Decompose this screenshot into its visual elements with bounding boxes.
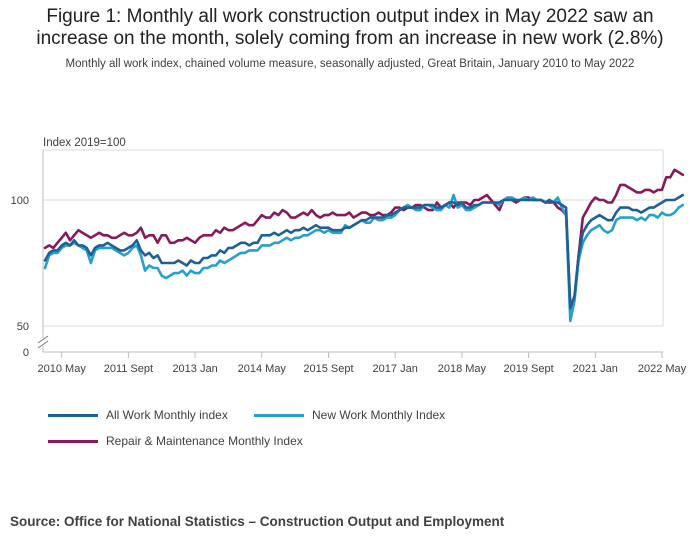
legend-item-new-work[interactable]: New Work Monthly Index <box>254 408 445 422</box>
x-tick-label: 2017 Jan <box>373 363 418 375</box>
axis-break-mark <box>37 335 49 344</box>
legend-item-repair[interactable]: Repair & Maintenance Monthly Index <box>48 434 303 448</box>
x-tick-label: 2010 May <box>38 363 87 375</box>
legend-swatch-new-work <box>254 413 304 417</box>
legend-swatch-all-work <box>48 413 98 417</box>
series-line-all_work <box>43 193 685 310</box>
y-tick-label: 0 <box>23 347 29 359</box>
chart-title: Figure 1: Monthly all work construction … <box>0 6 700 50</box>
x-tick-label: 2021 Jan <box>573 363 618 375</box>
x-tick-label: 2018 May <box>438 363 487 375</box>
legend-label-repair: Repair & Maintenance Monthly Index <box>106 434 303 448</box>
chart-source: Source: Office for National Statistics –… <box>10 514 505 529</box>
chart-title-line-1: Figure 1: Monthly all work construction … <box>46 6 654 27</box>
axis-break-mark <box>37 340 49 349</box>
chart-subtitle: Monthly all work index, chained volume m… <box>65 58 635 70</box>
y-axis-label: Index 2019=100 <box>43 137 126 149</box>
x-tick-label: 2015 Sept <box>303 363 353 375</box>
legend-item-all-work[interactable]: All Work Monthly index <box>48 408 228 422</box>
x-tick-label: 2013 Jan <box>172 363 217 375</box>
line-chart: 0 50 100 Index 2019=100 2010 May 2011 Sept 201… <box>11 137 687 375</box>
y-tick-label: 100 <box>11 195 29 207</box>
chart-title-line-2: increase on the month, solely coming fro… <box>36 28 664 49</box>
legend-label-all-work: All Work Monthly index <box>106 408 228 422</box>
x-tick-label: 2019 Sept <box>504 363 554 375</box>
x-tick-label: 2011 Sept <box>104 363 153 375</box>
y-tick-label: 50 <box>17 321 29 333</box>
legend-label-new-work: New Work Monthly Index <box>312 408 446 422</box>
x-tick-label: 2014 May <box>238 363 287 375</box>
series-line-repair <box>43 168 685 308</box>
x-tick-label: 2022 May <box>638 363 687 375</box>
legend-swatch-repair <box>48 439 98 443</box>
